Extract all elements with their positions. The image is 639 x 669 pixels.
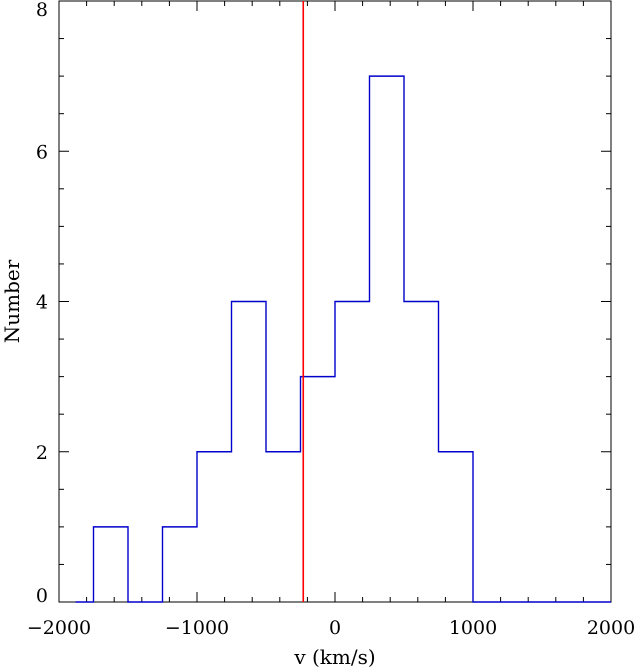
histogram-series — [75, 75, 611, 603]
x-axis-title: v (km/s) — [293, 645, 375, 669]
histogram-step-line — [75, 75, 611, 603]
y-tick-label: 0 — [36, 585, 48, 607]
y-axis-title: Number — [0, 259, 24, 343]
x-tick-label: −1000 — [165, 617, 229, 639]
x-tick-label: 2000 — [587, 617, 635, 639]
axis-ticks — [58, 0, 612, 603]
y-tick-labels: 0 2 4 6 8 — [36, 0, 48, 607]
y-tick-label: 8 — [36, 0, 48, 21]
x-tick-label: 0 — [329, 617, 341, 639]
x-tick-labels: −2000 −1000 0 1000 2000 — [27, 617, 635, 639]
x-tick-label: 1000 — [449, 617, 497, 639]
y-tick-label: 4 — [36, 292, 48, 314]
y-tick-label: 6 — [36, 141, 48, 163]
x-tick-label: −2000 — [27, 617, 91, 639]
y-tick-label: 2 — [36, 442, 48, 464]
